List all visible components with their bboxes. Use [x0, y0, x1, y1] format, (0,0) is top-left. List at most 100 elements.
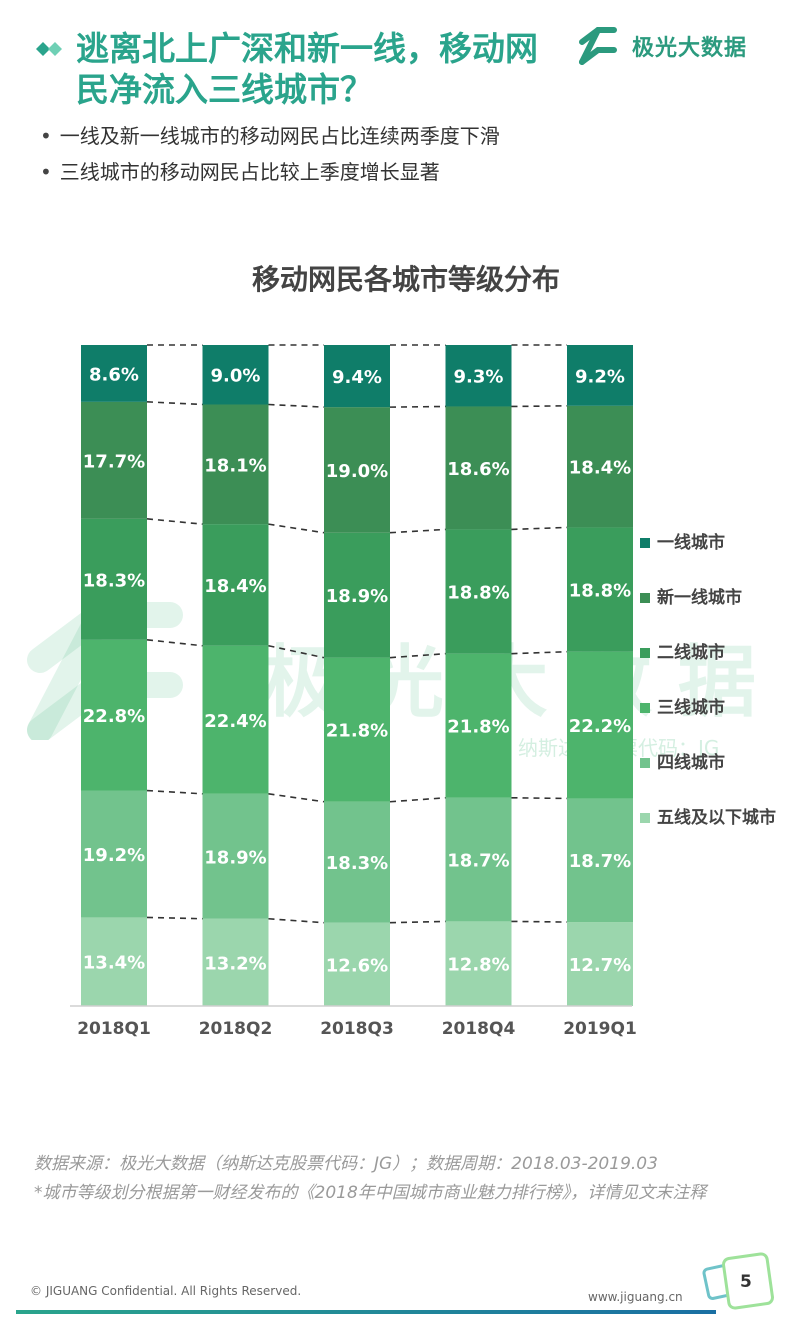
legend-label: 三线城市	[657, 698, 725, 718]
x-tick-label: 2019Q1	[563, 1019, 637, 1039]
connector-line	[268, 523, 325, 534]
connector-line	[268, 644, 325, 659]
page-badge-icon	[702, 1252, 774, 1310]
source-line: 数据来源：极光大数据（纳斯达克股票代码：JG）；数据周期：2018.03-201…	[34, 1154, 658, 1174]
connector-line	[511, 920, 568, 923]
bar-segment	[324, 922, 390, 1006]
legend-swatch	[640, 648, 650, 658]
x-tick-label: 2018Q1	[77, 1019, 151, 1039]
legend-item: 三线城市	[640, 695, 790, 721]
connector-line	[389, 652, 446, 659]
bar-segment	[567, 527, 633, 652]
data-label: 12.7%	[569, 955, 631, 976]
legend-item: 四线城市	[640, 750, 790, 776]
connector-line	[389, 405, 446, 408]
data-label: 19.0%	[326, 461, 388, 482]
x-tick-label: 2018Q3	[320, 1019, 394, 1039]
bar-segment	[81, 639, 147, 791]
footnote-line: *城市等级划分根据第一财经发布的《2018年中国城市商业魅力排行榜》，详情见文末…	[34, 1183, 707, 1203]
data-label: 18.4%	[569, 458, 631, 479]
bar-segment	[567, 405, 633, 528]
bar-segment	[81, 518, 147, 640]
data-label: 18.1%	[204, 455, 266, 476]
bar-segment	[202, 524, 269, 646]
data-label: 12.6%	[326, 955, 388, 976]
bar-segment	[202, 918, 269, 1006]
data-label: 18.4%	[204, 576, 266, 597]
data-label: 18.7%	[569, 851, 631, 872]
logo-text: 极光大数据	[632, 36, 748, 61]
legend-label: 五线及以下城市	[657, 808, 776, 828]
bar-segment	[81, 345, 147, 402]
legend-swatch	[640, 813, 650, 823]
data-label: 21.8%	[326, 721, 388, 742]
bar-segment	[202, 345, 269, 405]
bar-segment	[567, 345, 633, 406]
data-label: 18.8%	[569, 581, 631, 602]
bar-segment	[202, 404, 269, 525]
x-tick-label: 2018Q2	[199, 1019, 273, 1039]
legend-item: 一线城市	[640, 530, 790, 556]
legend-item: 五线及以下城市	[640, 805, 790, 831]
data-label: 22.4%	[204, 711, 266, 732]
stacked-bar-chart: 13.4% 19.2% 22.8% 18.3% 17.7% 8.6% 2018Q1 13.2%…	[70, 344, 637, 1039]
x-tick-label: 2018Q4	[442, 1019, 516, 1039]
connector-line	[268, 403, 325, 408]
jiguang-logo-icon	[579, 27, 617, 65]
bullet-item: 三线城市的移动网民占比较上季度增长显著	[40, 154, 500, 190]
bar-segment	[567, 651, 633, 799]
data-label: 17.7%	[83, 451, 145, 472]
legend-label: 四线城市	[657, 753, 725, 773]
website-url: www.jiguang.cn	[588, 1290, 683, 1304]
bar-segment	[445, 345, 512, 407]
data-label: 9.0%	[211, 366, 261, 387]
connector-line	[511, 796, 568, 800]
data-label: 18.8%	[447, 583, 509, 604]
legend-swatch	[640, 758, 650, 768]
bar-segment	[445, 406, 512, 530]
connector-line	[268, 793, 325, 803]
bar-segment	[81, 401, 147, 519]
connector-line	[511, 405, 568, 408]
data-label: 13.2%	[204, 953, 266, 974]
data-label: 9.3%	[454, 367, 504, 388]
legend-swatch	[640, 538, 650, 548]
bar-segment	[324, 801, 390, 923]
bar-segment	[445, 653, 512, 798]
connector-line	[146, 789, 203, 795]
bar-segment	[324, 532, 390, 658]
connector-line	[146, 916, 203, 920]
data-label: 12.8%	[447, 955, 509, 976]
legend-label: 一线城市	[657, 533, 725, 553]
data-label: 18.7%	[447, 851, 509, 872]
legend-label: 新一线城市	[657, 588, 742, 608]
legend-item: 新一线城市	[640, 585, 790, 611]
data-label: 9.4%	[332, 367, 382, 388]
bar-segment	[445, 797, 512, 922]
data-label: 18.3%	[326, 853, 388, 874]
bar-segment	[567, 922, 633, 1006]
bar-segment	[567, 798, 633, 923]
bar-segment	[324, 407, 390, 533]
data-label: 18.6%	[447, 459, 509, 480]
data-label: 19.2%	[83, 845, 145, 866]
bullet-list: 一线及新一线城市的移动网民占比连续两季度下滑 三线城市的移动网民占比较上季度增长…	[40, 118, 500, 190]
bar-segment	[445, 529, 512, 654]
data-label: 18.3%	[83, 570, 145, 591]
diamond-icon	[36, 42, 62, 56]
bar-segment	[81, 917, 147, 1006]
source-note: 数据来源：极光大数据（纳斯达克股票代码：JG）；数据周期：2018.03-201…	[34, 1150, 764, 1208]
page-title: 逃离北上广深和新一线，移动网民净流入三线城市？	[76, 29, 538, 109]
legend-swatch	[640, 703, 650, 713]
data-label: 18.9%	[326, 586, 388, 607]
copyright: © JIGUANG Confidential. All Rights Reser…	[30, 1284, 302, 1298]
chart-legend: 一线城市新一线城市二线城市三线城市四线城市五线及以下城市	[640, 530, 790, 860]
connector-line	[146, 639, 203, 647]
legend-swatch	[640, 593, 650, 603]
bar-segment	[81, 790, 147, 918]
data-label: 21.8%	[447, 717, 509, 738]
legend-item: 二线城市	[640, 640, 790, 666]
bar-segment	[324, 657, 390, 802]
connector-line	[511, 526, 568, 531]
bar-segment	[202, 793, 269, 919]
